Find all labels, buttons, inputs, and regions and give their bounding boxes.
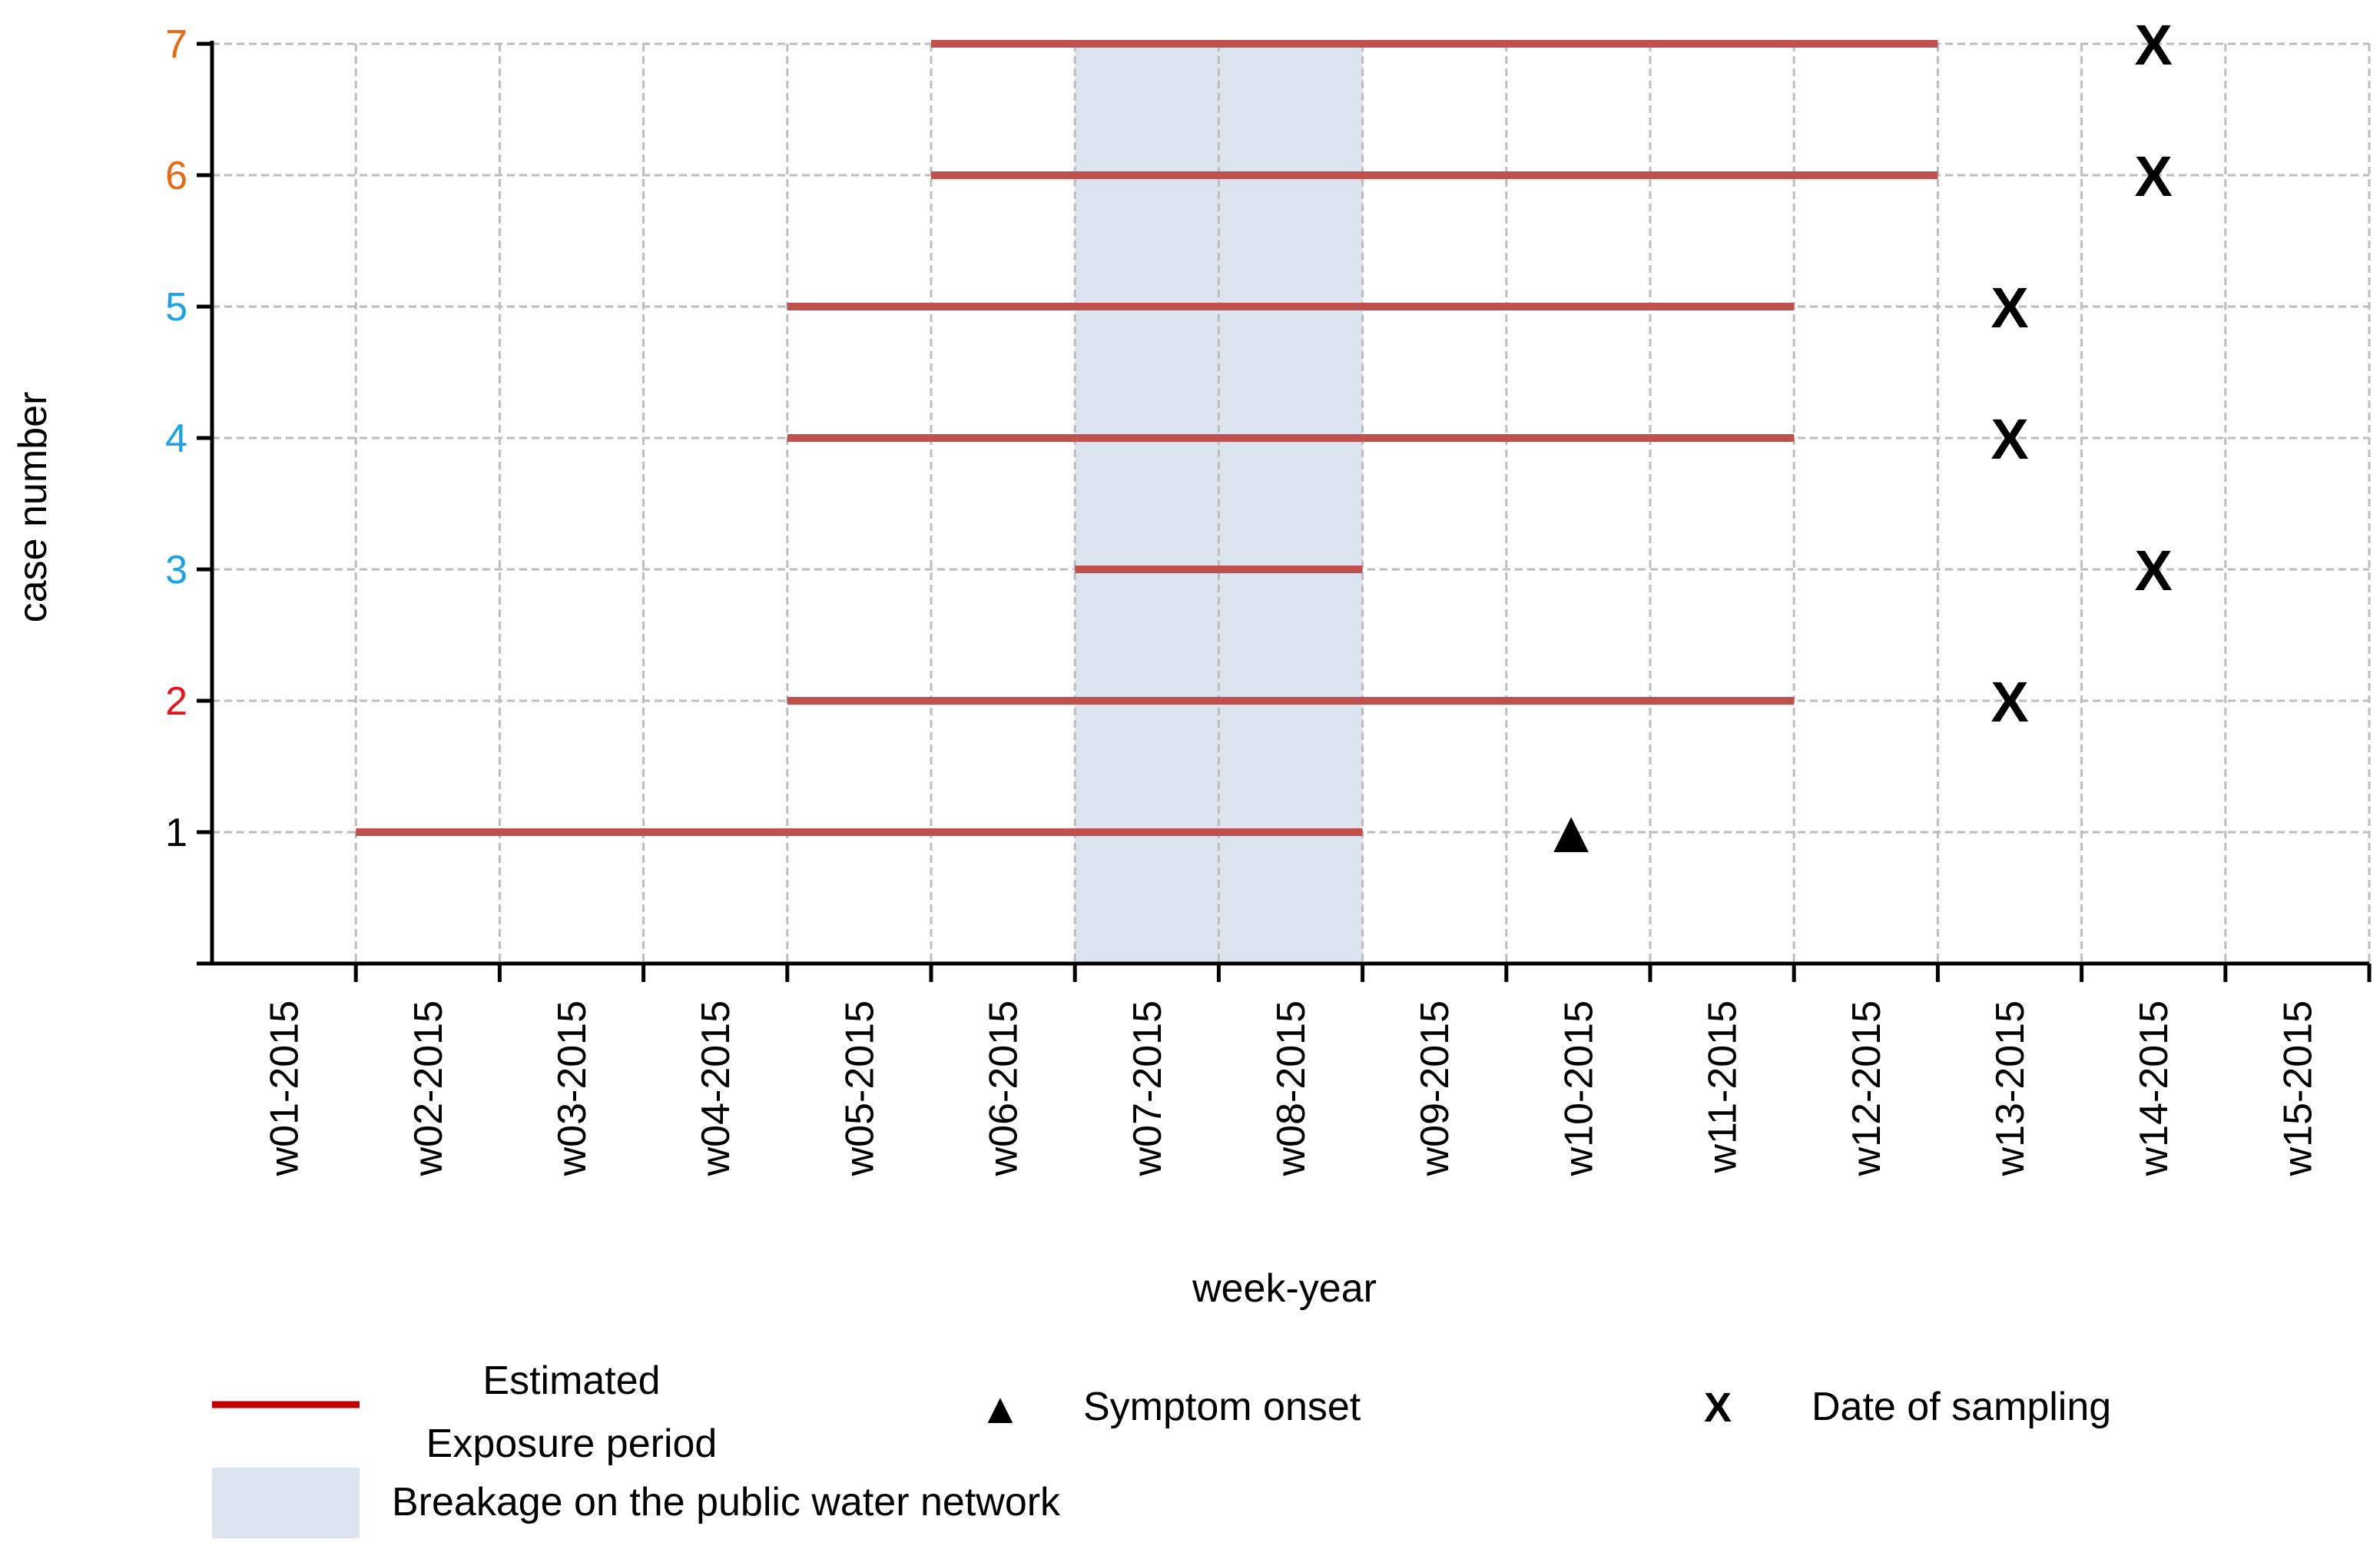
legend-sampling-label: Date of sampling bbox=[1812, 1385, 2111, 1429]
legend-breakage-label: Breakage on the public water network bbox=[392, 1480, 1061, 1524]
sampling-date-marker: X bbox=[1991, 407, 2028, 471]
x-tick-label: w07-2015 bbox=[1125, 1000, 1170, 1176]
sampling-date-marker: X bbox=[2135, 13, 2173, 77]
x-axis-label: week-year bbox=[1192, 1266, 1377, 1311]
x-tick-label: w03-2015 bbox=[550, 1000, 595, 1176]
markers-layer: ▲ X X X X X X bbox=[1541, 13, 2172, 865]
sampling-date-marker: X bbox=[2135, 144, 2173, 208]
y-tick-label: 1 bbox=[165, 811, 187, 855]
x-tick-label: w05-2015 bbox=[837, 1000, 882, 1176]
x-tick-label: w06-2015 bbox=[982, 1000, 1026, 1176]
x-tick-label: w02-2015 bbox=[406, 1000, 451, 1176]
x-tick-label: w01-2015 bbox=[263, 1000, 307, 1176]
y-tick-label: 3 bbox=[165, 548, 187, 592]
legend-symptom-onset-label: Symptom onset bbox=[1083, 1385, 1361, 1429]
y-axis-label: case number bbox=[11, 392, 55, 623]
sampling-date-marker: X bbox=[2135, 539, 2173, 602]
legend-exposure-label-line1: Estimated bbox=[482, 1359, 660, 1403]
x-tick-label: w11-2015 bbox=[1701, 1000, 1745, 1174]
legend-sampling-icon: X bbox=[1704, 1385, 1732, 1431]
legend-symptom-onset-icon: ▲ bbox=[979, 1384, 1021, 1432]
x-tick-label: w09-2015 bbox=[1413, 1000, 1457, 1176]
y-tick-labels-layer: 1 2 3 4 5 6 7 bbox=[165, 22, 187, 855]
x-tick-label: w15-2015 bbox=[2276, 1000, 2320, 1176]
x-tick-label: w14-2015 bbox=[2132, 1000, 2176, 1176]
grid-layer bbox=[212, 42, 2371, 964]
y-tick-label: 7 bbox=[165, 22, 187, 67]
x-tick-label: w10-2015 bbox=[1556, 1000, 1601, 1176]
y-tick-label: 2 bbox=[165, 679, 187, 724]
sampling-date-marker: X bbox=[1991, 670, 2028, 734]
x-tick-label: w04-2015 bbox=[694, 1000, 738, 1176]
symptom-onset-marker: ▲ bbox=[1541, 798, 1600, 865]
legend-breakage-swatch bbox=[212, 1468, 360, 1538]
y-tick-label: 5 bbox=[165, 285, 187, 330]
x-tick-label: w12-2015 bbox=[1845, 1000, 1889, 1176]
legend: Estimated Exposure period ▲ Symptom onse… bbox=[212, 1359, 2111, 1538]
x-tick-label: w13-2015 bbox=[1988, 1000, 2033, 1176]
exposure-periods-layer bbox=[356, 40, 1938, 836]
y-tick-label: 4 bbox=[165, 416, 187, 461]
x-tick-label: w08-2015 bbox=[1269, 1000, 1314, 1176]
axes-layer bbox=[197, 41, 2372, 982]
sampling-date-marker: X bbox=[1991, 276, 2028, 340]
legend-exposure-label-line2: Exposure period bbox=[426, 1422, 718, 1466]
x-tick-labels-layer: w01-2015 w02-2015 w03-2015 w04-2015 w05-2015… bbox=[263, 1000, 2321, 1176]
y-tick-label: 6 bbox=[165, 154, 187, 198]
